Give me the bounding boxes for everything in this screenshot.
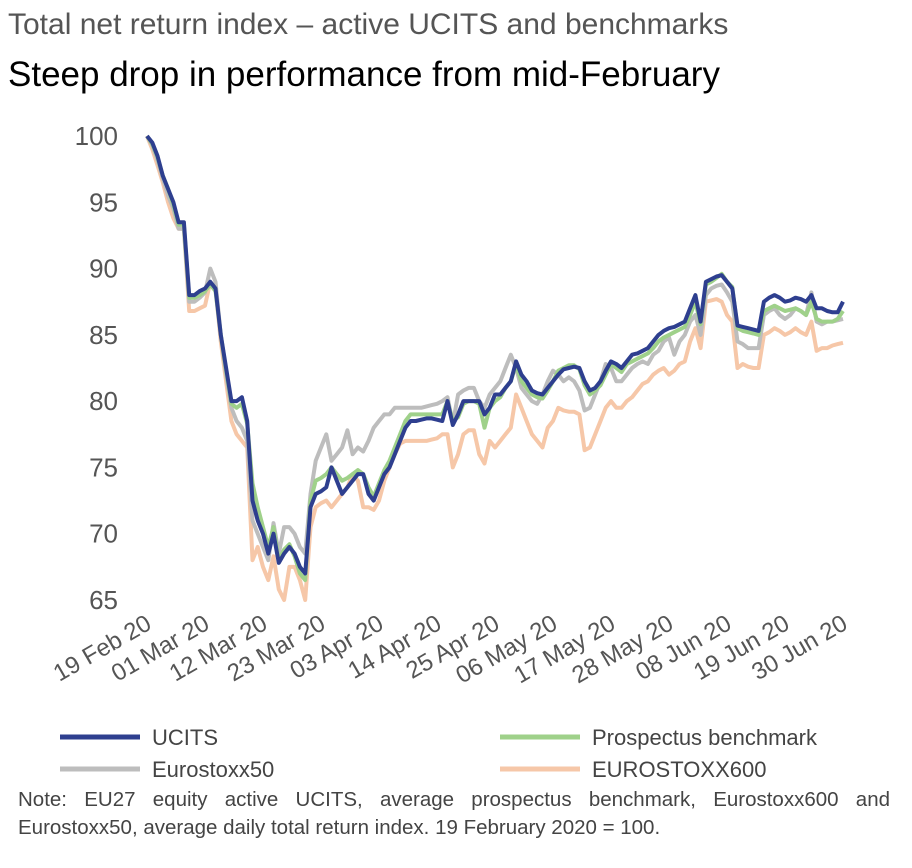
y-tick-label: 75: [89, 452, 118, 482]
y-tick-label: 95: [89, 187, 118, 217]
y-tick-label: 100: [75, 121, 118, 151]
series-line: [145, 135, 844, 602]
series-line: [145, 135, 844, 563]
legend-label: UCITS: [152, 725, 218, 750]
note: Note: EU27 equity active UCITS, average …: [18, 788, 890, 839]
series-line: [145, 134, 845, 576]
y-tick-label: 80: [89, 386, 118, 416]
y-tick-label: 90: [89, 254, 118, 284]
y-tick-label: 85: [89, 320, 118, 350]
legend-label: EUROSTOXX600: [592, 757, 766, 782]
y-tick-label: 65: [89, 585, 118, 615]
y-tick-label: 70: [89, 519, 118, 549]
chart: Total net return index – active UCITS an…: [8, 8, 852, 782]
legend-label: Prospectus benchmark: [592, 725, 818, 750]
chart-title: Total net return index – active UCITS an…: [8, 8, 728, 41]
legend-label: Eurostoxx50: [152, 757, 274, 782]
chart-subtitle: Steep drop in performance from mid-Febru…: [8, 55, 720, 94]
